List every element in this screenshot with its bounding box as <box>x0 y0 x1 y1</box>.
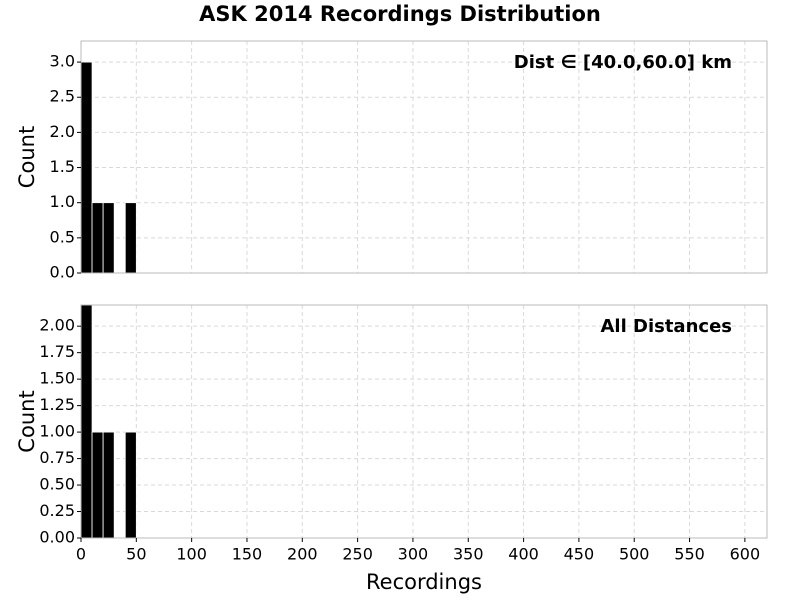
bar <box>91 431 104 538</box>
x-axis-label: Recordings <box>366 570 482 594</box>
y-tick-label: 0.75 <box>39 448 75 467</box>
y-tick-label: 1.0 <box>50 192 75 211</box>
y-tick-label: 1.00 <box>39 422 75 441</box>
bar <box>102 431 115 538</box>
x-tick-label: 600 <box>730 545 761 564</box>
y-tick-label: 1.50 <box>39 369 75 388</box>
annotation: Dist ∈ [40.0,60.0] km <box>514 52 732 73</box>
y-tick-label: 0.50 <box>39 475 75 494</box>
x-tick-label: 500 <box>619 545 650 564</box>
y-tick-label: 1.25 <box>39 395 75 414</box>
x-tick-label: 200 <box>287 545 318 564</box>
x-tick-label: 150 <box>232 545 263 564</box>
y-tick-label: 3.0 <box>50 52 75 71</box>
x-tick-label: 350 <box>453 545 484 564</box>
y-axis-label: Count <box>15 390 39 452</box>
y-tick-label: 1.5 <box>50 157 75 176</box>
bars <box>81 61 137 273</box>
y-tick-label: 1.75 <box>39 342 75 361</box>
bar <box>81 61 93 273</box>
x-tick-label: 50 <box>126 545 146 564</box>
x-tick-label: 450 <box>564 545 595 564</box>
plot-frame <box>80 304 768 539</box>
y-axis-label: Count <box>15 126 39 188</box>
x-tick-label: 0 <box>76 545 86 564</box>
y-tick-label: 0.5 <box>50 227 75 246</box>
y-tick-label: 0.25 <box>39 501 75 520</box>
bar <box>124 202 137 273</box>
bar <box>91 202 104 273</box>
bar <box>102 202 115 273</box>
y-tick-label: 2.5 <box>50 87 75 106</box>
y-tick-label: 0.0 <box>50 263 75 282</box>
y-tick-label: 2.00 <box>39 316 75 335</box>
y-tick-label: 2.0 <box>50 122 75 141</box>
bar <box>124 431 137 538</box>
x-tick-label: 300 <box>398 545 429 564</box>
annotation: All Distances <box>600 316 732 337</box>
x-tick-label: 250 <box>342 545 373 564</box>
x-tick-label: 100 <box>176 545 207 564</box>
chart-title: ASK 2014 Recordings Distribution <box>199 2 601 26</box>
x-tick-label: 550 <box>674 545 705 564</box>
x-tick-label: 400 <box>508 545 539 564</box>
plot-frame <box>80 40 768 274</box>
y-tick-label: 0.00 <box>39 528 75 547</box>
